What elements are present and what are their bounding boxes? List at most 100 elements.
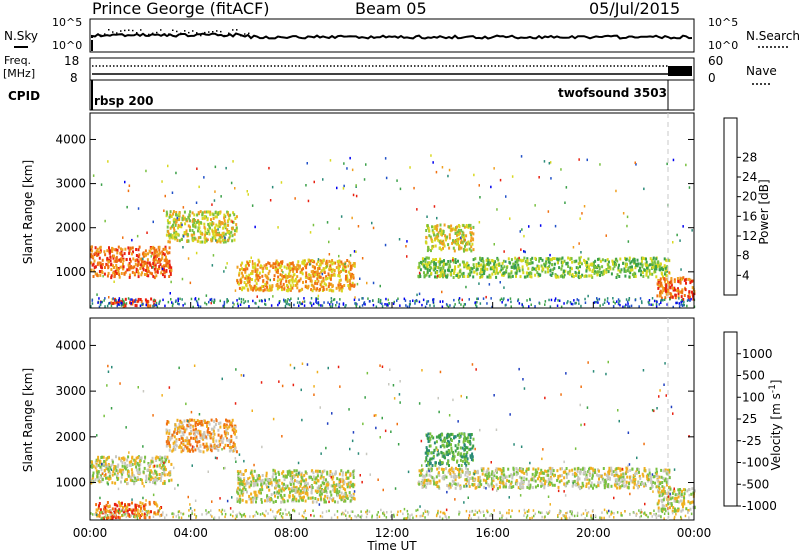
heatmap-cell	[483, 485, 486, 489]
heatmap-cell	[305, 478, 308, 482]
heatmap-cell	[282, 474, 285, 478]
heatmap-cell	[303, 260, 306, 264]
heatmap-cell	[446, 235, 449, 239]
heatmap-cell	[267, 261, 270, 265]
heatmap-cell	[300, 268, 303, 272]
heatmap-cell	[288, 270, 291, 274]
heatmap-cell	[153, 256, 156, 260]
heatmap-cell	[308, 475, 311, 479]
heatmap-cell	[194, 448, 197, 452]
heatmap-cell	[195, 435, 198, 439]
heatmap-cell	[158, 473, 161, 476]
heatmap-cell	[329, 288, 332, 292]
heatmap-cell	[238, 297, 240, 300]
heatmap-cell	[153, 259, 156, 262]
heatmap-cell	[215, 233, 218, 237]
heatmap-cell	[335, 266, 338, 270]
heatmap-cell	[159, 259, 161, 263]
heatmap-cell	[166, 258, 168, 262]
heatmap-cell	[681, 288, 684, 292]
heatmap-cell	[137, 275, 140, 279]
heatmap-cell	[114, 466, 117, 470]
heatmap-cell	[95, 469, 98, 473]
heatmap-cell	[153, 249, 156, 253]
heatmap-cell	[637, 468, 640, 472]
heatmap-cell	[170, 436, 173, 440]
heatmap-cell	[338, 480, 341, 484]
heatmap-cell	[270, 498, 273, 502]
heatmap-cell	[261, 488, 264, 492]
heatmap-cell	[316, 474, 319, 478]
heatmap-cell	[231, 418, 234, 422]
heatmap-cell	[160, 258, 163, 262]
heatmap-cell	[115, 263, 118, 267]
heatmap-cell	[97, 506, 100, 510]
heatmap-cell	[106, 481, 109, 485]
heatmap-cell	[331, 262, 334, 266]
heatmap-cell	[187, 257, 190, 260]
noise-search-point	[180, 32, 182, 35]
heatmap-cell	[468, 266, 471, 270]
heatmap-cell	[106, 274, 109, 278]
heatmap-cell	[289, 483, 292, 486]
heatmap-cell	[241, 483, 244, 487]
heatmap-cell	[415, 299, 418, 302]
heatmap-cell	[679, 281, 682, 285]
heatmap-cell	[135, 298, 137, 301]
heatmap-cell	[606, 477, 609, 481]
heatmap-cell	[155, 478, 158, 482]
heatmap-cell	[463, 263, 466, 267]
heatmap-cell	[260, 483, 263, 487]
heatmap-cell	[231, 239, 234, 243]
heatmap-cell	[565, 475, 568, 479]
heatmap-cell	[334, 470, 337, 474]
heatmap-cell	[107, 271, 110, 275]
heatmap-cell	[460, 236, 462, 240]
heatmap-cell	[460, 303, 462, 306]
heatmap-cell	[295, 485, 298, 489]
heatmap-cell	[166, 219, 169, 223]
heatmap-cell	[449, 259, 452, 263]
heatmap-cell	[627, 485, 630, 489]
heatmap-cell	[648, 263, 651, 267]
heatmap-cell	[101, 262, 104, 266]
heatmap-cell	[176, 432, 179, 435]
heatmap-cell	[199, 305, 202, 308]
heatmap-cell	[467, 433, 470, 437]
heatmap-cell	[471, 446, 474, 450]
heatmap-cell	[224, 443, 227, 447]
heatmap-cell	[226, 298, 228, 301]
heatmap-cell	[211, 236, 214, 240]
heatmap-cell	[664, 279, 666, 283]
heatmap-cell	[135, 258, 138, 261]
heatmap-cell	[510, 271, 513, 275]
heatmap-cell	[312, 269, 315, 273]
heatmap-cell	[634, 275, 637, 278]
heatmap-cell	[539, 479, 542, 483]
heatmap-cell	[168, 221, 171, 225]
heatmap-cell	[160, 477, 162, 481]
heatmap-cell	[153, 267, 156, 271]
heatmap-cell	[290, 477, 293, 481]
heatmap-cell	[371, 221, 373, 225]
heatmap-cell	[240, 472, 243, 476]
heatmap-cell	[209, 226, 211, 230]
heatmap-cell	[656, 300, 658, 303]
heatmap-cell	[647, 264, 650, 268]
heatmap-cell	[93, 269, 96, 273]
heatmap-cell	[661, 481, 664, 484]
heatmap-cell	[113, 467, 116, 471]
heatmap-cell	[577, 485, 580, 489]
heatmap-cell	[133, 482, 136, 486]
heatmap-cell	[174, 237, 177, 241]
heatmap-cell	[189, 424, 192, 428]
heatmap-cell	[652, 303, 654, 307]
heatmap-cell	[337, 266, 340, 270]
heatmap-cell	[418, 482, 421, 486]
heatmap-cell	[111, 507, 114, 511]
heatmap-cell	[678, 305, 681, 308]
heatmap-cell	[325, 275, 328, 279]
heatmap-cell	[483, 272, 486, 275]
heatmap-cell	[166, 442, 169, 446]
heatmap-cell	[435, 435, 438, 439]
